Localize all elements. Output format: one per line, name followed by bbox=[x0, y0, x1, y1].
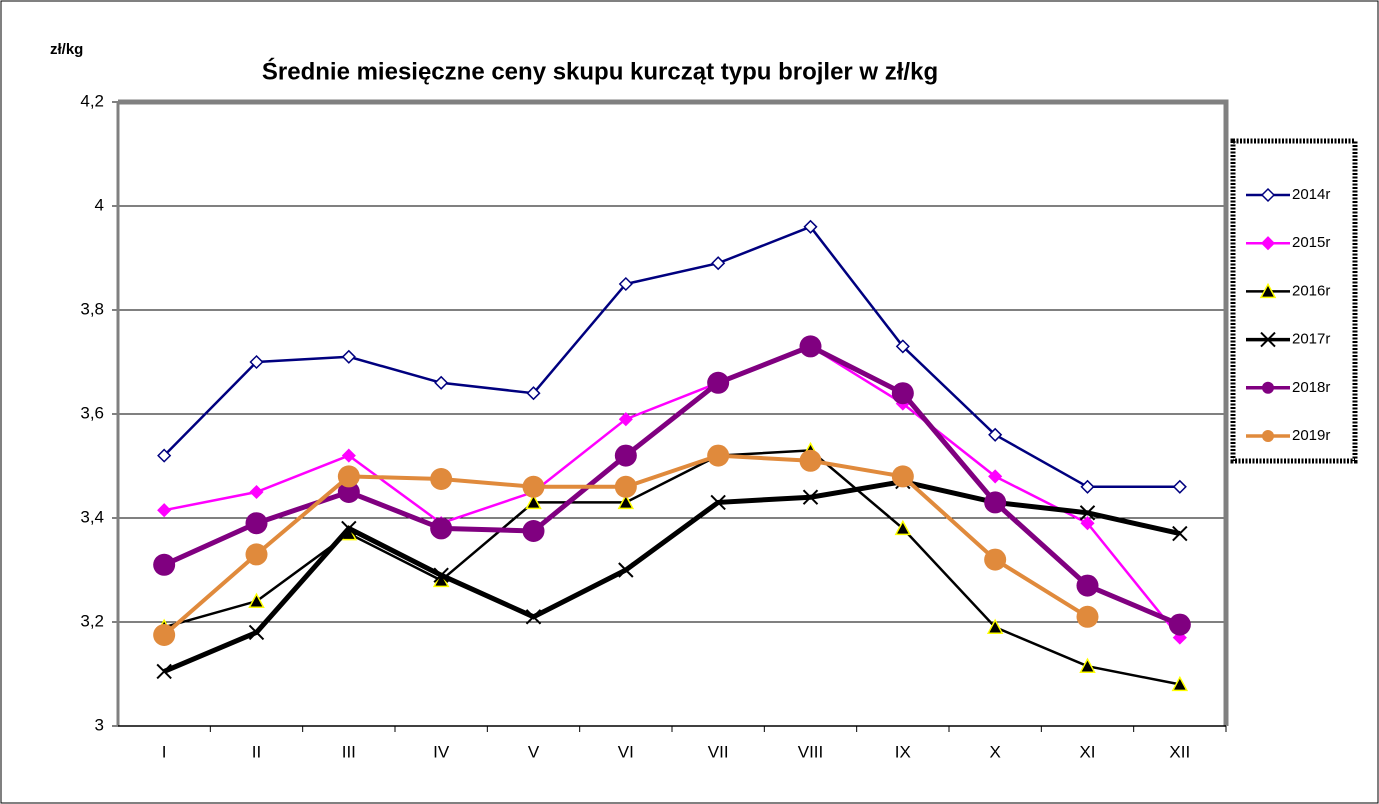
legend-marker bbox=[1260, 331, 1276, 348]
marker bbox=[1172, 479, 1187, 494]
marker bbox=[799, 449, 822, 472]
marker bbox=[341, 448, 356, 463]
y-axis-label: zł/kg bbox=[50, 41, 83, 58]
x-tick-label: XI bbox=[1079, 742, 1095, 761]
marker bbox=[337, 465, 360, 488]
marker bbox=[1079, 505, 1096, 521]
legend-label: 2014r bbox=[1292, 186, 1330, 203]
marker bbox=[249, 354, 264, 370]
marker bbox=[707, 371, 730, 394]
marker bbox=[430, 468, 453, 490]
marker bbox=[988, 427, 1003, 442]
series-line bbox=[163, 479, 1181, 674]
x-tick-label: III bbox=[342, 742, 356, 761]
marker bbox=[434, 375, 449, 390]
marker bbox=[614, 444, 637, 467]
legend-label: 2018r bbox=[1292, 379, 1330, 396]
y-tick-label: 4,2 bbox=[80, 91, 104, 110]
marker bbox=[891, 465, 914, 488]
marker bbox=[1171, 675, 1189, 692]
marker bbox=[337, 481, 360, 503]
marker bbox=[1076, 605, 1099, 628]
marker bbox=[525, 493, 542, 510]
marker bbox=[1172, 525, 1188, 542]
marker bbox=[891, 382, 914, 405]
marker bbox=[894, 519, 912, 536]
marker bbox=[522, 520, 545, 542]
marker bbox=[617, 493, 635, 510]
marker bbox=[153, 624, 176, 646]
marker bbox=[341, 520, 357, 537]
legend-label: 2016r bbox=[1292, 282, 1330, 299]
series-line bbox=[163, 345, 1181, 639]
legend-label: 2015r bbox=[1292, 234, 1330, 251]
marker bbox=[1080, 516, 1095, 531]
marker bbox=[618, 562, 634, 578]
marker bbox=[614, 475, 637, 498]
x-tick-label: VIII bbox=[798, 742, 824, 761]
marker bbox=[245, 512, 268, 535]
marker bbox=[341, 349, 356, 364]
marker bbox=[430, 517, 453, 540]
y-tick-label: 3,8 bbox=[80, 299, 104, 318]
legend-marker bbox=[1260, 187, 1276, 203]
legend-marker bbox=[1259, 282, 1277, 299]
marker bbox=[433, 567, 449, 583]
x-tick-label: VI bbox=[618, 742, 634, 761]
legend-marker bbox=[1262, 430, 1274, 442]
marker bbox=[984, 491, 1007, 514]
legend-marker bbox=[1262, 381, 1274, 394]
y-tick-label: 3,6 bbox=[80, 403, 104, 422]
marker bbox=[248, 592, 265, 608]
marker bbox=[157, 448, 172, 463]
marker bbox=[525, 609, 542, 625]
marker bbox=[984, 548, 1007, 571]
y-tick-label: 3,2 bbox=[80, 611, 104, 630]
marker bbox=[1079, 657, 1096, 673]
marker bbox=[245, 543, 268, 566]
x-tick-label: IV bbox=[433, 742, 450, 761]
marker bbox=[153, 553, 176, 576]
marker bbox=[157, 503, 172, 518]
marker bbox=[618, 276, 633, 292]
marker bbox=[707, 444, 730, 467]
legend-label: 2019r bbox=[1292, 427, 1330, 444]
marker bbox=[522, 475, 545, 498]
marker bbox=[249, 484, 264, 500]
x-tick-label: V bbox=[528, 742, 540, 761]
x-tick-label: XII bbox=[1169, 742, 1190, 761]
marker bbox=[248, 624, 265, 641]
x-tick-label: I bbox=[162, 742, 167, 761]
series-line bbox=[163, 343, 1181, 627]
legend-label: 2017r bbox=[1292, 331, 1330, 348]
marker bbox=[1080, 479, 1095, 494]
marker bbox=[618, 412, 633, 427]
y-tick-label: 3,4 bbox=[80, 507, 104, 526]
series-line bbox=[163, 225, 1180, 489]
marker bbox=[1076, 574, 1099, 597]
y-tick-label: 3 bbox=[95, 715, 104, 734]
marker bbox=[526, 386, 541, 401]
x-tick-label: VII bbox=[708, 742, 729, 761]
marker bbox=[895, 339, 910, 354]
marker bbox=[799, 335, 822, 358]
marker bbox=[710, 494, 726, 511]
marker bbox=[988, 469, 1003, 484]
marker bbox=[1168, 613, 1191, 636]
x-tick-label: X bbox=[989, 742, 1000, 761]
marker bbox=[802, 489, 819, 505]
marker bbox=[986, 618, 1004, 634]
y-tick-label: 4 bbox=[95, 195, 104, 214]
x-tick-label: IX bbox=[895, 742, 911, 761]
marker bbox=[803, 219, 818, 234]
chart-title: Średnie miesięczne ceny skupu kurcząt ty… bbox=[262, 57, 938, 85]
marker bbox=[156, 663, 172, 680]
plot-border bbox=[118, 99, 1229, 726]
x-tick-label: II bbox=[252, 742, 261, 761]
legend-marker bbox=[1260, 236, 1276, 251]
marker bbox=[711, 256, 726, 271]
